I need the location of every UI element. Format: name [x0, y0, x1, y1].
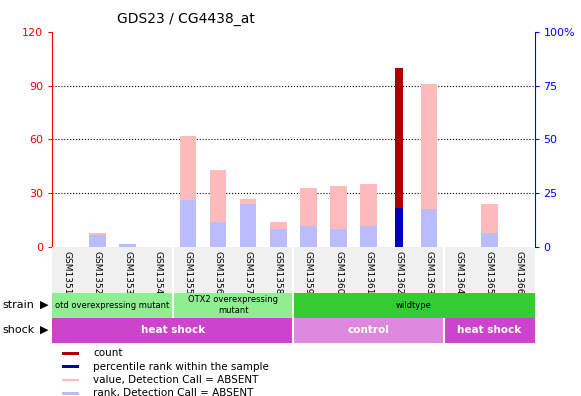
Bar — [210, 222, 227, 247]
Bar — [481, 204, 497, 247]
Bar — [360, 184, 377, 247]
Bar — [331, 229, 347, 247]
Bar — [240, 204, 256, 247]
Bar — [293, 318, 444, 343]
Bar — [360, 226, 377, 247]
Bar — [62, 379, 79, 381]
Bar — [270, 222, 286, 247]
Bar — [300, 226, 317, 247]
Text: rank, Detection Call = ABSENT: rank, Detection Call = ABSENT — [94, 388, 254, 396]
Bar — [210, 170, 227, 247]
Bar — [62, 352, 79, 354]
Bar — [180, 200, 196, 247]
Bar — [270, 229, 286, 247]
Bar — [173, 293, 293, 318]
Text: value, Detection Call = ABSENT: value, Detection Call = ABSENT — [94, 375, 259, 385]
Bar — [300, 188, 317, 247]
Bar — [395, 208, 403, 247]
Text: count: count — [94, 348, 123, 358]
Bar — [89, 234, 106, 247]
Text: GSM1355: GSM1355 — [184, 251, 192, 294]
Bar — [119, 244, 136, 247]
Text: GSM1359: GSM1359 — [304, 251, 313, 294]
Text: strain: strain — [3, 300, 35, 310]
Text: GSM1354: GSM1354 — [153, 251, 162, 294]
Text: GSM1351: GSM1351 — [63, 251, 72, 294]
Bar — [481, 233, 497, 247]
Text: GSM1362: GSM1362 — [394, 251, 403, 294]
Text: GSM1357: GSM1357 — [243, 251, 253, 294]
Text: shock: shock — [3, 325, 35, 335]
Bar — [62, 392, 79, 395]
Text: otd overexpressing mutant: otd overexpressing mutant — [55, 301, 170, 310]
Bar — [293, 293, 535, 318]
Bar — [240, 199, 256, 247]
Bar — [331, 186, 347, 247]
Text: GSM1363: GSM1363 — [425, 251, 433, 294]
Text: GSM1356: GSM1356 — [214, 251, 223, 294]
Bar — [52, 318, 293, 343]
Text: wildtype: wildtype — [396, 301, 432, 310]
Text: heat shock: heat shock — [457, 325, 521, 335]
Bar — [89, 233, 106, 247]
Bar — [180, 136, 196, 247]
Text: heat shock: heat shock — [141, 325, 205, 335]
Bar — [421, 209, 437, 247]
Text: GSM1358: GSM1358 — [274, 251, 283, 294]
Text: GSM1353: GSM1353 — [123, 251, 132, 294]
Text: OTX2 overexpressing
mutant: OTX2 overexpressing mutant — [188, 295, 278, 315]
Bar — [62, 365, 79, 368]
Text: GSM1365: GSM1365 — [485, 251, 494, 294]
Text: ▶: ▶ — [40, 325, 48, 335]
Text: control: control — [348, 325, 390, 335]
Bar — [395, 68, 403, 247]
Bar — [444, 318, 535, 343]
Text: GSM1361: GSM1361 — [364, 251, 373, 294]
Bar — [421, 84, 437, 247]
Text: GSM1364: GSM1364 — [455, 251, 464, 294]
Text: percentile rank within the sample: percentile rank within the sample — [94, 362, 269, 371]
Text: GSM1360: GSM1360 — [334, 251, 343, 294]
Text: GSM1366: GSM1366 — [515, 251, 524, 294]
Text: GDS23 / CG4438_at: GDS23 / CG4438_at — [117, 12, 255, 26]
Text: GSM1352: GSM1352 — [93, 251, 102, 294]
Bar — [119, 244, 136, 247]
Text: ▶: ▶ — [40, 300, 48, 310]
Bar — [52, 293, 173, 318]
